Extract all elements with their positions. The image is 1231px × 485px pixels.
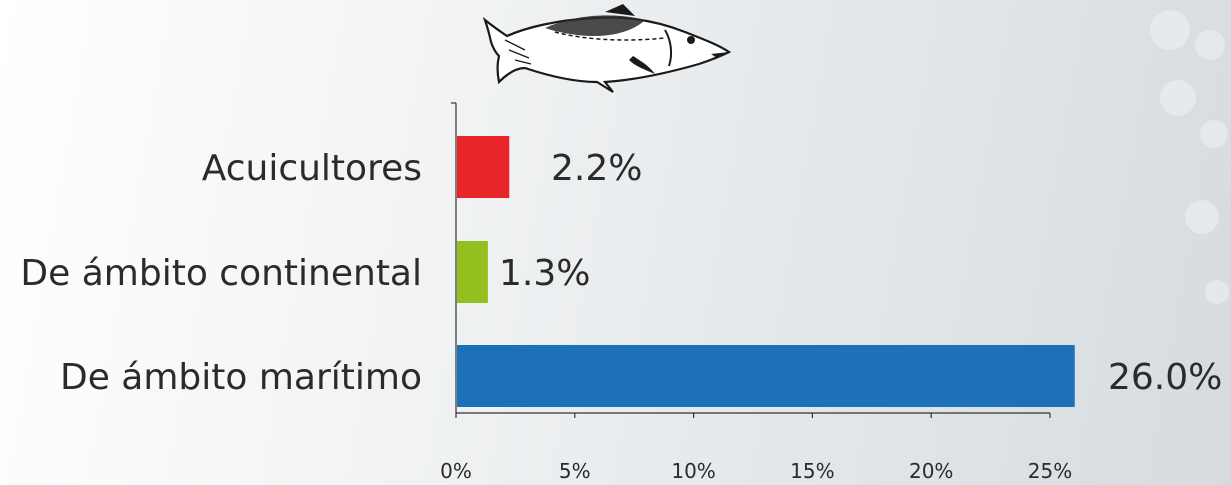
category-label: De ámbito marítimo <box>60 357 422 398</box>
bar <box>457 241 488 303</box>
fish-icon <box>482 4 732 93</box>
x-tick-label: 5% <box>559 459 591 483</box>
labels: 0% 5% 10% 15% 20% 25% Acuicultores 2.2% De ámbit… <box>20 148 1222 483</box>
background-dot <box>1185 200 1219 234</box>
category-label: Acuicultores <box>202 148 422 189</box>
data-label: 1.3% <box>499 253 590 294</box>
category-label: De ámbito continental <box>20 253 422 294</box>
x-tick-label: 15% <box>790 459 834 483</box>
data-label: 2.2% <box>551 148 642 189</box>
background-dot <box>1150 10 1190 50</box>
x-tick-label: 0% <box>440 459 472 483</box>
bars <box>457 136 1075 407</box>
background-dot <box>1205 280 1229 304</box>
bar <box>457 345 1075 407</box>
data-label: 26.0% <box>1108 357 1222 398</box>
axes <box>451 102 1051 418</box>
x-tick-label: 10% <box>671 459 715 483</box>
background-dot <box>1195 30 1225 60</box>
bar <box>457 136 510 198</box>
background-dot <box>1200 120 1228 148</box>
x-tick-label: 25% <box>1028 459 1072 483</box>
background-dot <box>1160 80 1196 116</box>
x-tick-label: 20% <box>909 459 953 483</box>
